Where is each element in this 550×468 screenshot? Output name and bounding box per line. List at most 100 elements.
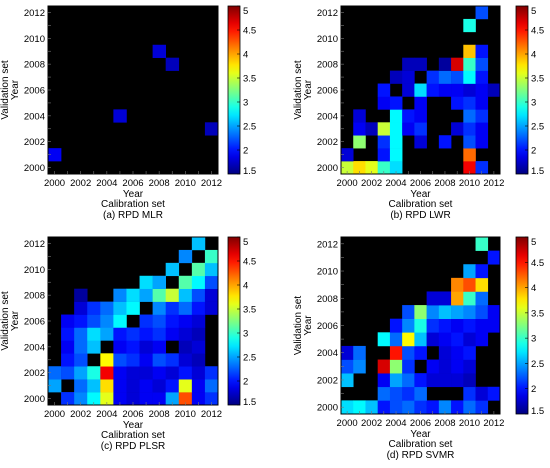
colorbar: 1.5 2 2.5 3 3.5 4 4.5 5 (227, 5, 256, 177)
heatmap-cell (178, 392, 193, 406)
heatmap-cell (126, 379, 140, 393)
x-tick-label: 2002 (70, 178, 91, 189)
heatmap-cell (353, 161, 366, 175)
heatmap-cell (126, 340, 140, 354)
heatmap-cell (414, 386, 427, 401)
heatmap-cell (87, 392, 101, 406)
y-tick-label: 2002 (317, 375, 338, 386)
heatmap-cell (451, 400, 464, 415)
x-tick-label: 2006 (122, 178, 143, 189)
heatmap-cell (475, 70, 489, 84)
colorbar-tick-label: 5 (531, 6, 536, 17)
y-axis-label: Validation set (293, 296, 304, 356)
x-tick-label: 2000 (44, 178, 65, 189)
heatmap-cell (74, 288, 88, 302)
heatmap-cell (113, 379, 127, 393)
heatmap-cell (487, 386, 501, 401)
heatmap-cell (191, 262, 206, 277)
x-tick-label: 2008 (434, 418, 455, 429)
heatmap-cell (139, 340, 153, 354)
colorbar-tick-label: 3 (243, 98, 248, 109)
heatmap-cell (451, 70, 464, 84)
heatmap-cell (377, 83, 391, 97)
x-tick-label: 2012 (201, 409, 222, 420)
heatmap-cell (204, 275, 219, 289)
x-tick-label: 2010 (175, 409, 196, 420)
heatmap-cell (113, 327, 127, 341)
heatmap-cell (475, 305, 489, 319)
y-tick-label: 2004 (24, 342, 45, 353)
y-tick-label: 2012 (24, 8, 45, 19)
y-tick-label: 2000 (317, 403, 338, 414)
colorbar-tick-label: 4.5 (531, 258, 544, 269)
heatmap-cell (475, 386, 489, 401)
heatmap-cell (402, 305, 415, 319)
heatmap-cell (438, 291, 452, 306)
heatmap-cell (438, 83, 452, 97)
heatmap-cell (402, 109, 415, 123)
heatmap-cell (74, 301, 88, 315)
heatmap-cell (426, 83, 440, 97)
colorbar-tick-label: 5 (531, 237, 536, 248)
heatmap-cell (100, 379, 114, 393)
heatmap-cell (438, 359, 452, 374)
colorbar-gradient (227, 5, 241, 175)
heatmap-cell (100, 353, 114, 367)
heatmap-cell (113, 314, 127, 328)
heatmap-cell (463, 57, 476, 71)
colorbar-tick-label: 5 (243, 237, 248, 248)
heatmap-cell (389, 135, 403, 149)
colorbar-tick-label: 3.5 (531, 308, 544, 319)
heatmap-cell (414, 57, 427, 71)
colorbar-tick-label: 2 (531, 384, 536, 395)
heatmap-cell (377, 148, 391, 162)
heatmap-cell (152, 275, 166, 289)
heatmap-cell (191, 288, 206, 302)
colorbar-tick-label: 2 (243, 146, 248, 157)
heatmap-cell (48, 148, 62, 162)
heatmap-cell (178, 327, 193, 341)
heatmap-cell (451, 83, 464, 97)
x-tick-label: 2010 (459, 418, 480, 429)
heatmap-cell (438, 373, 452, 388)
heatmap-cell (438, 135, 452, 149)
heatmap-cell (152, 288, 166, 302)
heatmap-cell (353, 109, 366, 123)
colorbar-tick-label: 1.5 (243, 397, 256, 408)
heatmap-cell (463, 318, 476, 333)
heatmap-cell (191, 237, 206, 251)
heatmap-cell (178, 288, 193, 302)
heatmap-cell (377, 161, 391, 175)
heatmap-cell (377, 400, 391, 415)
heatmap-cell (165, 379, 180, 393)
heatmap-cell (113, 288, 127, 302)
heatmap-cell (100, 314, 114, 328)
heatmap-cell (178, 353, 193, 367)
heatmap-cell (426, 318, 440, 333)
heatmap-cell (463, 359, 476, 374)
colorbar-tick-label: 4 (531, 283, 536, 294)
colorbar-tick-label: 4.5 (531, 26, 544, 37)
heatmap-cell (475, 57, 489, 71)
colorbar-tick-label: 1.5 (531, 166, 544, 177)
x-axis-sublabel: Calibration set (389, 439, 453, 450)
y-tick-label: 2006 (317, 86, 338, 97)
heatmap-cell (204, 366, 219, 380)
heatmap-cell (414, 135, 427, 149)
y-tick-label: 2004 (24, 111, 45, 122)
heatmap-cell (426, 305, 440, 319)
y-axis-sublabel: Year (303, 315, 314, 336)
heatmap-cell (204, 379, 219, 393)
heatmap-cell (191, 392, 206, 406)
heatmap-cell (100, 366, 114, 380)
heatmap-cell (402, 386, 415, 401)
heatmap-cell (87, 314, 101, 328)
heatmap-cell (389, 345, 403, 360)
heatmap-cell (61, 327, 75, 341)
y-tick-label: 2010 (24, 34, 45, 45)
x-tick-label: 2004 (96, 178, 117, 189)
heatmap-cell (165, 301, 180, 315)
heatmap-cell (152, 353, 166, 367)
colorbar-tick-label: 3 (531, 98, 536, 109)
heatmap-cell (414, 305, 427, 319)
